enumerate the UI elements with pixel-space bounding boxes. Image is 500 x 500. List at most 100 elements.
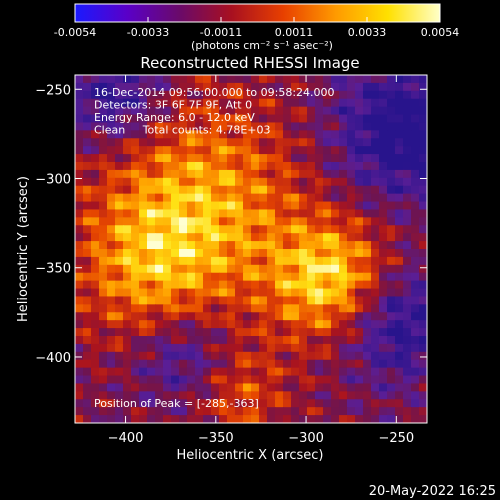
heatmap-cell bbox=[323, 146, 332, 155]
heatmap-cell bbox=[315, 343, 324, 353]
heatmap-cell bbox=[323, 272, 332, 282]
heatmap-cell bbox=[187, 193, 196, 203]
heatmap-cell bbox=[75, 114, 84, 124]
heatmap-cell bbox=[291, 264, 300, 274]
plot-frame bbox=[74, 74, 428, 424]
heatmap-cell bbox=[75, 162, 84, 171]
heatmap-cell bbox=[267, 114, 276, 124]
heatmap-cell bbox=[107, 383, 116, 392]
heatmap-cell bbox=[139, 320, 148, 329]
heatmap-cell bbox=[307, 320, 316, 329]
heatmap-cell bbox=[331, 177, 340, 187]
heatmap-cell bbox=[91, 138, 100, 147]
heatmap-cell bbox=[195, 383, 204, 392]
heatmap-cell bbox=[355, 106, 364, 116]
heatmap-cell bbox=[379, 296, 388, 305]
heatmap-cell bbox=[387, 256, 396, 266]
heatmap-cell bbox=[395, 383, 404, 392]
heatmap-cell bbox=[91, 75, 100, 84]
heatmap-cell bbox=[139, 162, 148, 171]
heatmap-cell bbox=[131, 375, 140, 385]
footer-date: 20-May-2022 16:25 bbox=[369, 484, 496, 499]
heatmap-cell bbox=[331, 288, 340, 298]
heatmap-cell bbox=[211, 304, 220, 313]
heatmap-cell bbox=[171, 241, 180, 250]
heatmap-cell bbox=[355, 336, 364, 345]
heatmap-cell bbox=[307, 82, 316, 92]
heatmap-cell bbox=[355, 169, 364, 179]
heatmap-cell bbox=[211, 185, 220, 195]
heatmap-cell bbox=[147, 114, 156, 124]
heatmap-cell bbox=[147, 106, 156, 116]
heatmap-cell bbox=[187, 256, 196, 266]
heatmap-cell bbox=[243, 280, 252, 290]
heatmap-cell bbox=[155, 343, 164, 353]
heatmap-cell bbox=[155, 82, 164, 92]
heatmap-cell bbox=[339, 399, 348, 408]
heatmap-cell bbox=[291, 193, 300, 203]
heatmap-cell bbox=[203, 193, 212, 203]
heatmap-cell bbox=[331, 296, 340, 305]
heatmap-cell bbox=[195, 256, 204, 266]
heatmap-cell bbox=[307, 185, 316, 195]
heatmap-cell bbox=[227, 383, 236, 392]
heatmap-cell bbox=[75, 328, 84, 337]
heatmap-cell bbox=[267, 272, 276, 282]
heatmap-cell bbox=[139, 169, 148, 179]
heatmap-cell bbox=[211, 201, 220, 211]
heatmap-cell bbox=[91, 82, 100, 92]
heatmap-cell bbox=[227, 249, 236, 258]
heatmap-cell bbox=[275, 75, 284, 84]
heatmap-cell bbox=[259, 391, 268, 400]
heatmap-cell bbox=[235, 391, 244, 400]
heatmap-cell bbox=[411, 90, 420, 100]
heatmap-cell bbox=[179, 241, 188, 250]
heatmap-cell bbox=[115, 351, 124, 361]
heatmap-cell bbox=[315, 367, 324, 377]
heatmap-cell bbox=[139, 75, 148, 84]
heatmap-cell bbox=[83, 146, 92, 155]
heatmap-cell bbox=[107, 75, 116, 84]
heatmap-cell bbox=[179, 225, 188, 234]
heatmap-cell bbox=[123, 177, 132, 187]
heatmap-cell bbox=[155, 146, 164, 155]
heatmap-cell bbox=[195, 217, 204, 226]
heatmap-cell bbox=[379, 351, 388, 361]
heatmap-cell bbox=[259, 288, 268, 298]
heatmap-cell bbox=[267, 130, 276, 139]
heatmap-cell bbox=[371, 312, 380, 321]
heatmap-cell bbox=[243, 162, 252, 171]
heatmap-cell bbox=[115, 177, 124, 187]
heatmap-cell bbox=[355, 138, 364, 147]
heatmap-cell bbox=[355, 241, 364, 250]
heatmap-cell bbox=[419, 201, 427, 211]
heatmap-cell bbox=[211, 343, 220, 353]
heatmap-cell bbox=[99, 399, 108, 408]
heatmap-cell bbox=[387, 367, 396, 377]
heatmap-cell bbox=[331, 328, 340, 337]
heatmap-cell bbox=[123, 304, 132, 313]
heatmap-cell bbox=[115, 415, 124, 423]
heatmap-cell bbox=[155, 415, 164, 423]
heatmap-cell bbox=[259, 304, 268, 313]
heatmap-cell bbox=[331, 336, 340, 345]
heatmap-cell bbox=[403, 367, 412, 377]
heatmap-cell bbox=[251, 272, 260, 282]
heatmap-cell bbox=[75, 138, 84, 147]
heatmap-cell bbox=[211, 225, 220, 234]
heatmap-cell bbox=[395, 138, 404, 147]
heatmap-cell bbox=[211, 391, 220, 400]
heatmap-cell bbox=[323, 399, 332, 408]
heatmap-cell bbox=[323, 114, 332, 124]
heatmap-cell bbox=[395, 264, 404, 274]
heatmap-cell bbox=[243, 169, 252, 179]
heatmap-cell bbox=[331, 130, 340, 139]
heatmap-cell bbox=[411, 146, 420, 155]
heatmap-cell bbox=[83, 280, 92, 290]
heatmap-cell bbox=[179, 415, 188, 423]
heatmap-cell bbox=[187, 351, 196, 361]
heatmap-cell bbox=[195, 185, 204, 195]
heatmap-cell bbox=[131, 264, 140, 274]
heatmap-cell bbox=[307, 304, 316, 313]
heatmap-cell bbox=[315, 130, 324, 139]
